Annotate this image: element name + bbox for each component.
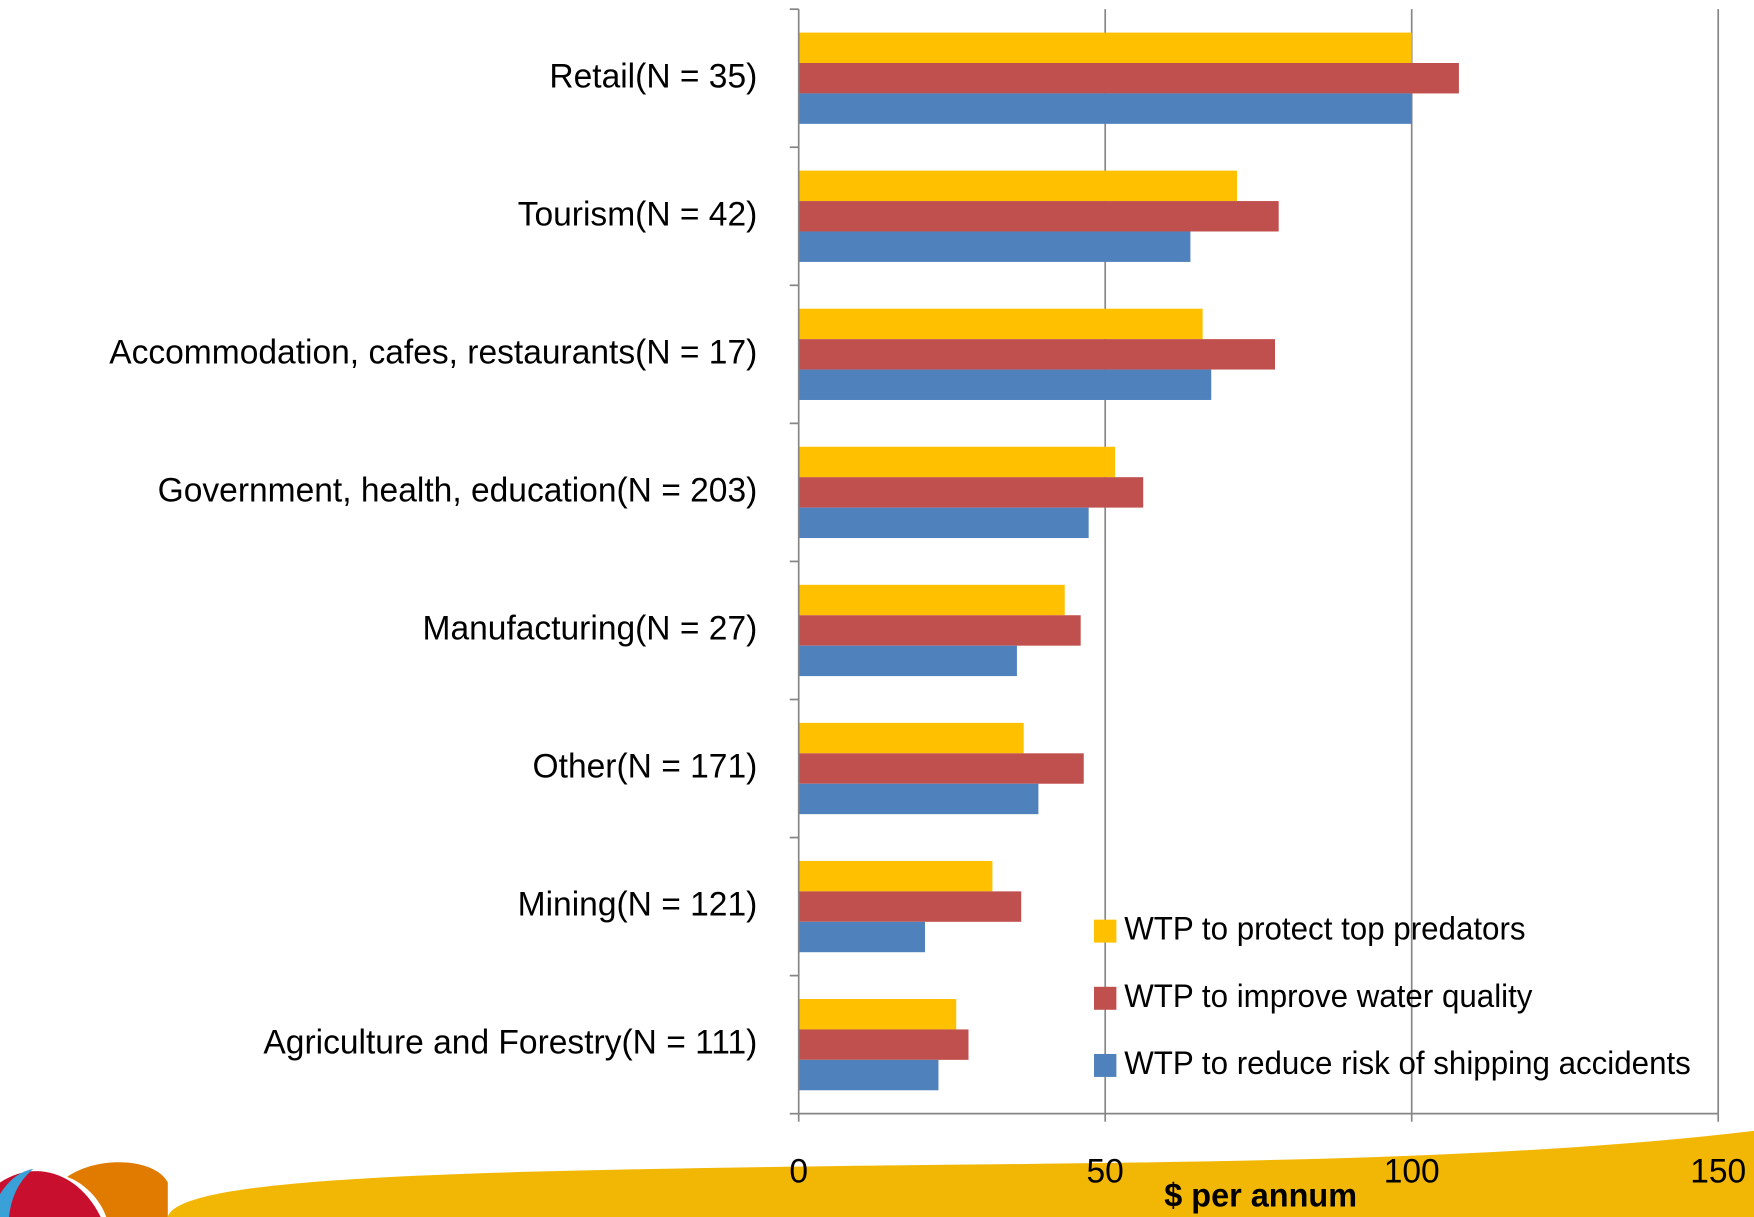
bar [798,860,993,892]
x-tick-label: 0 [789,1152,808,1190]
x-tick-label: 50 [1087,1152,1124,1190]
bar [798,369,1212,400]
bar [798,722,1024,754]
legend-label: WTP to improve water quality [1124,977,1532,1013]
y-tick-label: Retail(N = 35) [549,57,757,95]
legend-label: WTP to reduce risk of shipping accidents [1124,1045,1691,1081]
y-tick-label: Government, health, education(N = 203) [158,471,758,509]
y-tick-label: Tourism(N = 42) [518,195,758,233]
bar [798,201,1279,232]
decor-logo [0,1168,34,1217]
decor-logo [0,1171,101,1217]
y-tick-label: Mining(N = 121) [518,885,758,923]
bar [798,339,1276,370]
bar [798,231,1191,262]
bar [798,584,1065,616]
bar [798,446,1116,478]
x-tick-label: 100 [1384,1152,1440,1190]
bar [798,753,1084,784]
legend-label: WTP to protect top predators [1124,910,1525,946]
bar [798,477,1144,508]
y-tick-label: Agriculture and Forestry(N = 111) [263,1023,757,1061]
bar [798,308,1203,340]
decor-logo [67,1162,168,1217]
bar [798,615,1081,646]
bar [798,1029,969,1060]
bar [798,507,1089,539]
bar [798,1059,939,1091]
bar [798,93,1412,124]
y-tick-label: Manufacturing(N = 27) [423,609,758,647]
y-tick-label: Accommodation, cafes, restaurants(N = 17… [109,333,757,371]
y-tick-label: Other(N = 171) [533,747,758,785]
bar [798,921,925,953]
x-axis-title: $ per annum [1164,1176,1357,1213]
bar [798,32,1412,64]
bar [798,999,957,1030]
bar [798,63,1459,94]
bar [798,891,1022,922]
legend-swatch [1094,986,1117,1010]
decor-swoosh [167,1130,1754,1217]
legend-swatch [1094,919,1117,943]
bar [798,783,1039,815]
legend-swatch [1094,1053,1117,1077]
bar [798,645,1017,677]
x-tick-label: 150 [1690,1152,1746,1190]
bar [798,170,1237,202]
